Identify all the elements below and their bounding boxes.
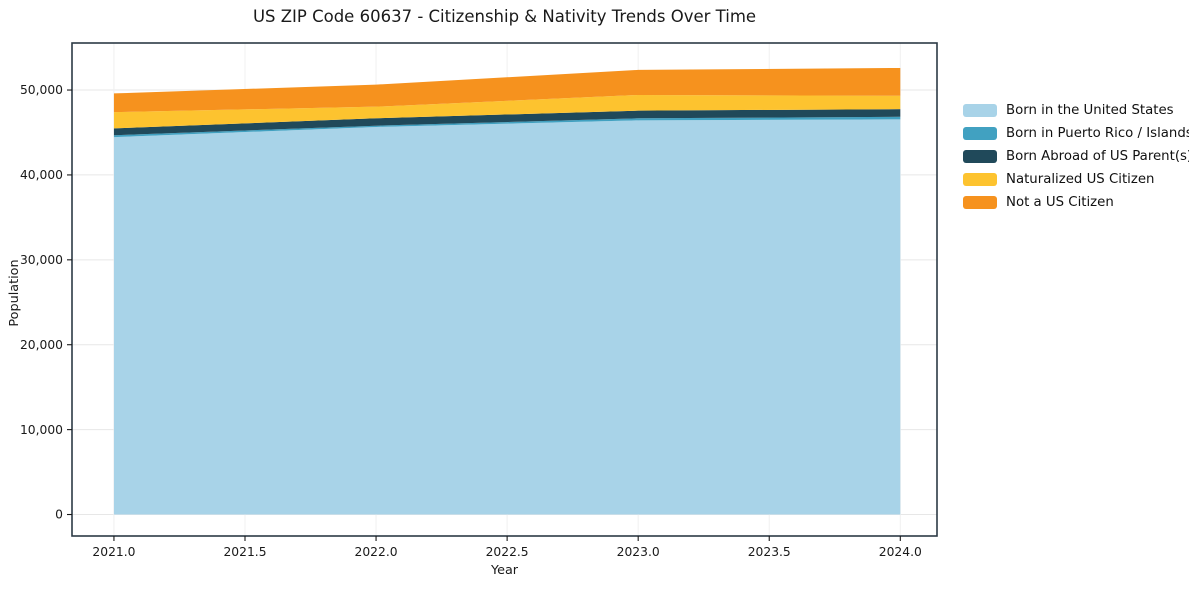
chart-title: US ZIP Code 60637 - Citizenship & Nativi… [252,7,757,26]
x-tick-label: 2021.5 [223,545,266,559]
x-tick-label: 2023.0 [617,545,660,559]
y-tick-label: 20,000 [20,338,63,352]
legend-swatch-icon [963,150,997,163]
legend-swatch-icon [963,196,997,209]
y-tick-label: 40,000 [20,168,63,182]
x-tick-label: 2023.5 [748,545,791,559]
legend-item-born-in-puerto-rico-islands: Born in Puerto Rico / Islands [963,122,1189,145]
legend-swatch-icon [963,104,997,117]
legend-swatch-icon [963,173,997,186]
legend-swatch-icon [963,127,997,140]
x-tick-label: 2021.0 [92,545,135,559]
x-tick-label: 2024.0 [879,545,922,559]
legend: Born in the United States Born in Puerto … [963,99,1189,214]
legend-label: Born Abroad of US Parent(s) [1006,149,1189,164]
x-tick-label: 2022.5 [486,545,529,559]
legend-item-born-in-the-united-states: Born in the United States [963,99,1189,122]
legend-item-born-abroad-of-us-parent-s: Born Abroad of US Parent(s) [963,145,1189,168]
legend-label: Naturalized US Citizen [1006,172,1155,187]
area-series-born-abroad-of-us-parent-s [113,109,901,136]
y-tick-label: 0 [55,508,63,522]
legend-label: Not a US Citizen [1006,195,1114,210]
y-tick-label: 30,000 [20,253,63,267]
legend-label: Born in Puerto Rico / Islands [1006,126,1189,141]
legend-item-not-a-us-citizen: Not a US Citizen [963,191,1189,214]
legend-label: Born in the United States [1006,103,1174,118]
area-series-naturalized-us-citizen [113,94,901,129]
area-series-not-a-us-citizen [113,67,901,113]
x-tick-label: 2022.0 [355,545,398,559]
legend-item-naturalized-us-citizen: Naturalized US Citizen [963,168,1189,191]
axes-spines [71,42,938,537]
y-tick-label: 50,000 [20,83,63,97]
area-series-born-in-puerto-rico-islands [113,116,901,138]
area-series-born-in-the-united-states [113,119,901,515]
y-tick-label: 10,000 [20,423,63,437]
x-axis-label: Year [490,563,519,578]
